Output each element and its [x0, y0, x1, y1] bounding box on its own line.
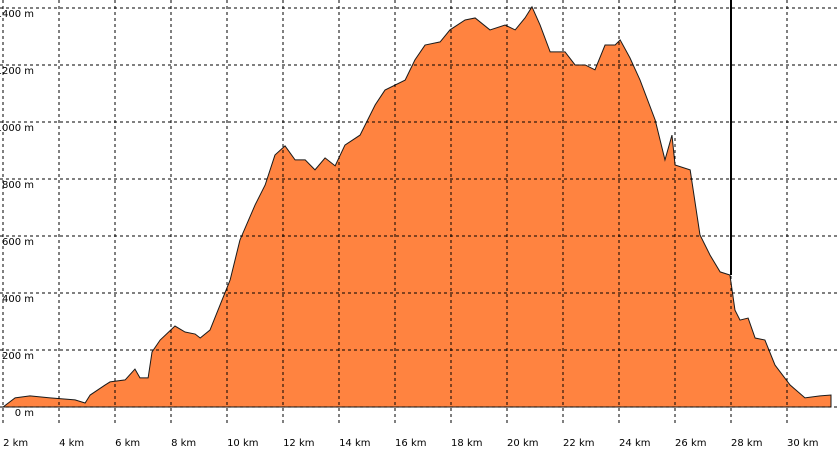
y-tick-label: 400 m — [2, 294, 34, 305]
x-tick-label: 8 km — [171, 438, 196, 449]
elevation-area — [1, 5, 832, 408]
x-tick-label: 24 km — [619, 438, 650, 449]
x-tick-label: 14 km — [339, 438, 370, 449]
y-tick-label: 600 m — [2, 237, 34, 248]
y-tick-label: 1200 m — [0, 66, 34, 77]
x-tick-label: 18 km — [451, 438, 482, 449]
x-tick-label: 6 km — [115, 438, 140, 449]
y-tick-label: 1400 m — [0, 9, 34, 20]
x-tick-label: 2 km — [3, 438, 28, 449]
y-tick-label: 0 m — [15, 408, 34, 419]
x-tick-label: 20 km — [507, 438, 538, 449]
x-tick-label: 10 km — [227, 438, 258, 449]
y-tick-label: 200 m — [2, 351, 34, 362]
y-tick-label: 1000 m — [0, 123, 34, 134]
y-tick-label: 800 m — [2, 180, 34, 191]
x-tick-label: 4 km — [59, 438, 84, 449]
x-tick-label: 30 km — [787, 438, 818, 449]
x-tick-label: 26 km — [675, 438, 706, 449]
x-tick-label: 16 km — [395, 438, 426, 449]
x-tick-label: 28 km — [731, 438, 762, 449]
x-tick-label: 22 km — [563, 438, 594, 449]
x-tick-label: 12 km — [283, 438, 314, 449]
